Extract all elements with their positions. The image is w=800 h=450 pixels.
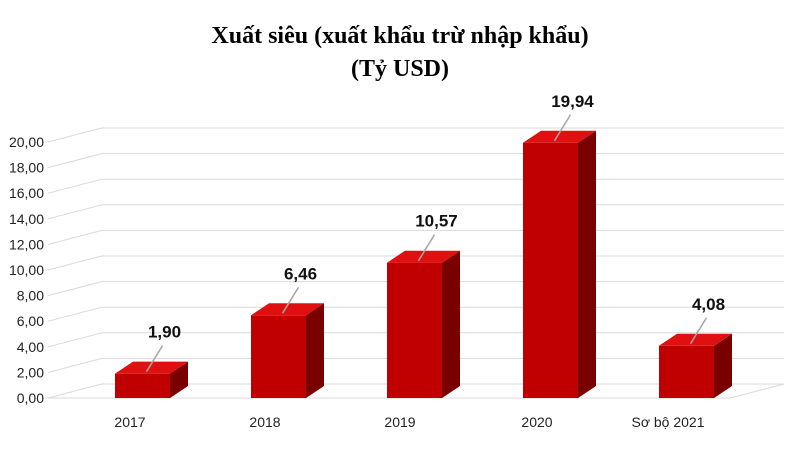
bar-top <box>115 361 188 374</box>
gridline-depth <box>47 255 103 271</box>
bar-front <box>251 315 306 398</box>
y-tick-label: 18,00 <box>9 160 44 176</box>
gridline-depth <box>47 357 103 373</box>
bar <box>251 303 324 398</box>
data-label: 4,08 <box>692 295 725 314</box>
y-tick-label: 6,00 <box>17 313 44 329</box>
bar-front <box>523 142 578 398</box>
label-leader-line <box>145 345 164 373</box>
y-tick-label: 10,00 <box>9 262 44 278</box>
data-label: 1,90 <box>148 323 181 342</box>
bar <box>523 130 596 398</box>
bar-top <box>387 250 460 263</box>
bar-top <box>251 303 324 316</box>
bar-front <box>659 345 714 398</box>
y-tick-label: 0,00 <box>17 390 44 406</box>
gridline-depth <box>47 178 103 194</box>
bar-top <box>659 333 732 346</box>
bar-side <box>442 250 460 398</box>
gridline-depth <box>47 332 103 348</box>
data-labels: 1,90 6,46 10,57 19,94 4,08 <box>145 92 725 373</box>
x-category-label: 2017 <box>114 414 145 430</box>
y-tick-label: 20,00 <box>9 134 44 150</box>
gridline-depth <box>47 204 103 220</box>
gridline-depth <box>47 127 103 143</box>
bar-side <box>306 303 324 398</box>
x-category-label: Sơ bộ 2021 <box>631 414 704 430</box>
gridline-depth <box>47 383 103 399</box>
bar-front <box>387 262 442 398</box>
chart-subtitle: (Tỷ USD) <box>351 56 449 82</box>
bar <box>659 333 732 398</box>
x-axis-categories: 2017 2018 2019 2020 Sơ bộ 2021 <box>114 414 704 430</box>
bar <box>387 250 460 398</box>
data-label: 10,57 <box>415 212 458 231</box>
label-leader-line <box>417 234 436 262</box>
label-leader-line <box>281 286 300 314</box>
label-leader-line <box>689 317 708 345</box>
gridline-depth <box>47 229 103 245</box>
y-tick-label: 2,00 <box>17 364 44 380</box>
gridline-depth <box>47 306 103 322</box>
label-leader-line <box>553 114 572 142</box>
bars <box>115 130 732 398</box>
data-label: 6,46 <box>284 264 317 283</box>
bar <box>115 361 188 398</box>
bar-front <box>115 373 170 398</box>
y-tick-label: 14,00 <box>9 211 44 227</box>
y-tick-label: 4,00 <box>17 339 44 355</box>
floor-side-edge <box>729 383 785 399</box>
x-category-label: 2018 <box>249 414 280 430</box>
bar-side <box>578 130 596 398</box>
gridline-depth <box>47 153 103 169</box>
y-tick-label: 8,00 <box>17 288 44 304</box>
data-label: 19,94 <box>551 92 594 111</box>
x-category-label: 2019 <box>384 414 415 430</box>
x-category-label: 2020 <box>521 414 552 430</box>
y-tick-label: 16,00 <box>9 185 44 201</box>
bar-side <box>714 333 732 398</box>
y-tick-label: 12,00 <box>9 236 44 252</box>
y-axis-ticks: 0,00 2,00 4,00 6,00 8,00 10,00 12,00 14,00 16,00… <box>9 134 44 406</box>
gridline-depth <box>47 281 103 297</box>
bar-side <box>170 361 188 398</box>
bar-top <box>523 130 596 143</box>
chart-title: Xuất siêu (xuất khẩu trừ nhập khẩu) <box>211 23 588 49</box>
